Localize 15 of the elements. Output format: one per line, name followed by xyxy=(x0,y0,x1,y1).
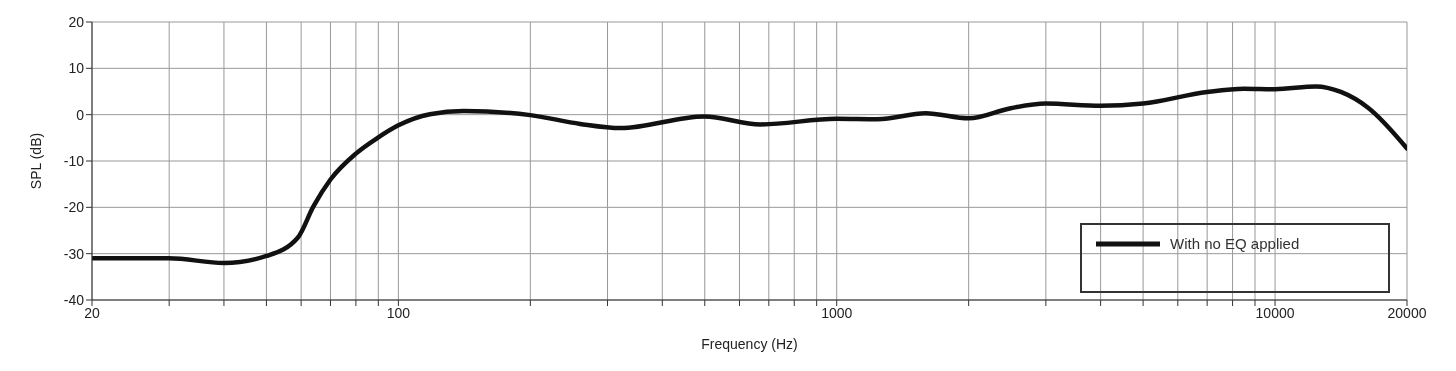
legend-label: With no EQ applied xyxy=(1170,235,1300,252)
x-axis-title: Frequency (Hz) xyxy=(701,336,798,352)
x-tick-label: 20 xyxy=(84,304,100,321)
y-tick-label: -40 xyxy=(63,291,85,308)
x-tick-label: 20000 xyxy=(1387,304,1427,321)
y-tick-label: -10 xyxy=(63,152,85,169)
y-tick-label: -30 xyxy=(63,245,85,262)
y-tick-label: 20 xyxy=(68,13,85,30)
y-tick-label: 0 xyxy=(76,106,85,123)
y-tick-label: -20 xyxy=(63,199,85,216)
x-tick-label: 10000 xyxy=(1255,304,1295,321)
y-tick-label: 10 xyxy=(68,60,85,77)
x-tick-label: 100 xyxy=(386,304,411,321)
y-axis-title: SPL (dB) xyxy=(27,132,44,190)
x-tick-label: 1000 xyxy=(821,304,853,321)
